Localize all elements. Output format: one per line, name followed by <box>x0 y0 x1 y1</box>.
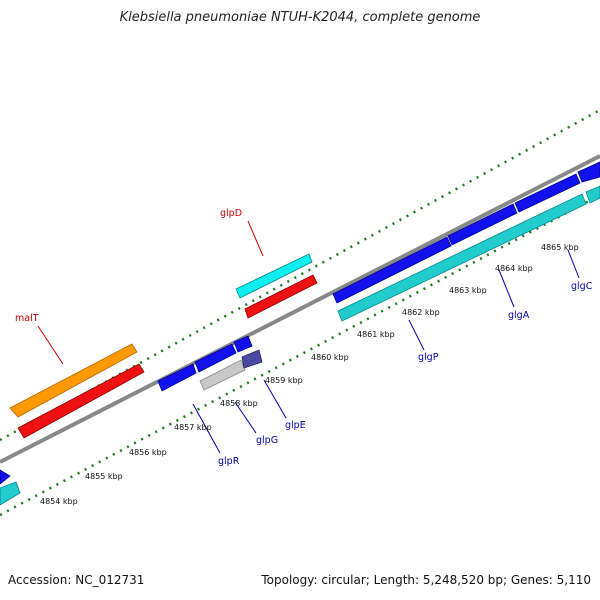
gene-glgP-blue-feature[interactable] <box>332 236 452 304</box>
tick-label-4864: 4864 kbp <box>495 264 533 273</box>
tick-label-4865: 4865 kbp <box>541 243 579 252</box>
gene-label-glgC: glgC <box>571 281 593 292</box>
gene-glg-operon-teal-feature[interactable] <box>337 193 587 322</box>
gene-right-edge-blue[interactable] <box>577 161 600 183</box>
gene-glpD-cyan-feature[interactable] <box>235 253 313 299</box>
inner-gc-track <box>0 193 600 517</box>
gene-glgC-blue-feature[interactable] <box>514 173 581 213</box>
tick-label-4858: 4858 kbp <box>220 399 258 408</box>
gene-right-edge-teal[interactable] <box>585 185 600 204</box>
gene-label-glgA: glgA <box>508 310 530 321</box>
tick-label-4862: 4862 kbp <box>402 308 440 317</box>
gene-glpG-feature[interactable] <box>199 359 246 391</box>
gene-label-malT: malT <box>15 313 39 324</box>
tick-label-4860: 4860 kbp <box>311 353 349 362</box>
gene-label-glpG: glpG <box>256 435 278 446</box>
glpG-pointer <box>234 401 257 434</box>
glpR-pointer <box>192 403 221 454</box>
glgC-pointer <box>567 249 580 279</box>
glgA-pointer <box>498 269 515 308</box>
tick-label-4854: 4854 kbp <box>40 497 78 506</box>
gene-left-edge-teal[interactable] <box>0 481 21 506</box>
tick-label-4859: 4859 kbp <box>265 376 303 385</box>
tick-label-4863: 4863 kbp <box>449 286 487 295</box>
gene-glpR-feature[interactable] <box>157 363 197 392</box>
genome-summary: Topology: circular; Length: 5,248,520 bp… <box>261 573 591 587</box>
gene-glpD-feature[interactable] <box>244 274 318 319</box>
gene-glpE-upper-feature[interactable] <box>233 335 253 353</box>
tick-label-4855: 4855 kbp <box>85 472 123 481</box>
accession-label: Accession: NC_012731 <box>8 573 145 587</box>
gene-label-glpR: glpR <box>218 456 240 467</box>
tick-label-4856: 4856 kbp <box>129 448 167 457</box>
gene-glpE-feature[interactable] <box>241 349 263 369</box>
gene-label-glpD: glpD <box>220 208 242 219</box>
malT-pointer <box>37 325 64 365</box>
tick-label-4857: 4857 kbp <box>174 423 212 432</box>
gene-label-glpE: glpE <box>285 420 306 431</box>
gene-glpG-upper-feature[interactable] <box>194 343 237 373</box>
gene-malT-feature[interactable] <box>17 363 145 439</box>
gene-left-edge-blue[interactable] <box>0 469 11 485</box>
gene-label-glgP: glgP <box>418 352 439 363</box>
gene-glgA-blue-feature[interactable] <box>447 203 518 246</box>
glpD-pointer <box>247 220 264 257</box>
glgP-pointer <box>408 319 425 351</box>
gene-malT-orange-feature[interactable] <box>9 343 138 418</box>
glpE-pointer <box>263 379 287 419</box>
genome-backbone <box>0 154 600 464</box>
page-title: Klebsiella pneumoniae NTUH-K2044, comple… <box>119 10 481 25</box>
tick-label-4861: 4861 kbp <box>357 330 395 339</box>
